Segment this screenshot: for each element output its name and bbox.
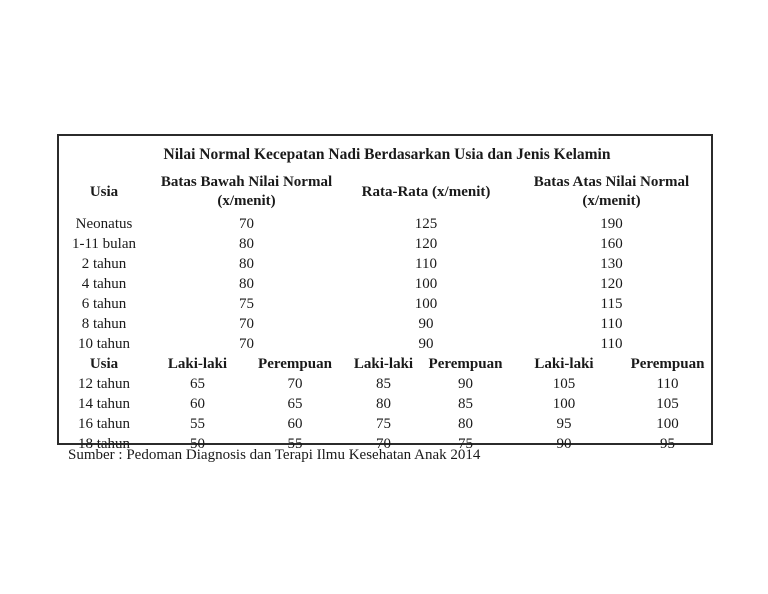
header-perempuan-rata: Perempuan bbox=[428, 355, 503, 372]
cell-bawah-perempuan: 65 bbox=[287, 395, 303, 412]
cell-batas-bawah: 70 bbox=[239, 215, 254, 232]
cell-batas-atas: 160 bbox=[600, 235, 623, 252]
cell-rata-rata: 100 bbox=[414, 295, 438, 312]
cell-atas-perempuan: 100 bbox=[656, 415, 679, 432]
pulse-rate-reference-table: Nilai Normal Kecepatan Nadi Berdasarkan … bbox=[57, 134, 713, 452]
header-batas-atas: Batas Atas Nilai Normal (x/menit) bbox=[508, 170, 715, 214]
cell-rata-rata: 90 bbox=[418, 335, 434, 352]
cell-atas-laki: 95 bbox=[556, 415, 572, 432]
cell-usia: 16 tahun bbox=[77, 415, 131, 432]
cell-batas-bawah: 80 bbox=[239, 255, 254, 272]
cell-usia: 1-11 bulan bbox=[71, 235, 136, 252]
cell-usia: 4 tahun bbox=[81, 275, 127, 292]
header-usia: Usia bbox=[89, 183, 119, 200]
cell-bawah-perempuan: 55 bbox=[287, 435, 303, 452]
cell-atas-perempuan: 105 bbox=[656, 395, 679, 412]
header-rata-rata: Rata-Rata (x/menit) bbox=[361, 183, 491, 200]
cell-rata-rata: 120 bbox=[414, 235, 438, 252]
cell-batas-atas: 190 bbox=[600, 215, 623, 232]
pulse-rate-table: Nilai Normal Kecepatan Nadi Berdasarkan … bbox=[59, 136, 715, 454]
table-row: 4 tahun 80 100 120 bbox=[59, 274, 715, 294]
cell-bawah-laki: 65 bbox=[190, 375, 205, 392]
cell-rata-laki: 85 bbox=[376, 375, 391, 392]
cell-rata-perempuan: 80 bbox=[458, 415, 473, 432]
cell-usia: Neonatus bbox=[75, 215, 133, 232]
cell-usia: 2 tahun bbox=[81, 255, 127, 272]
cell-rata-laki: 75 bbox=[376, 415, 391, 432]
cell-usia: 10 tahun bbox=[77, 335, 131, 352]
cell-usia: 18 tahun bbox=[77, 435, 131, 452]
cell-usia: 12 tahun bbox=[77, 375, 131, 392]
header-batas-atas-line1: Batas Atas Nilai Normal bbox=[533, 174, 690, 191]
cell-batas-bawah: 80 bbox=[239, 235, 254, 252]
header-batas-bawah-line2: (x/menit) bbox=[217, 193, 276, 209]
cell-rata-rata: 125 bbox=[414, 215, 438, 232]
source-note: Sumber : Pedoman Diagnosis dan Terapi Il… bbox=[68, 447, 481, 463]
cell-batas-atas: 110 bbox=[600, 315, 623, 332]
header-perempuan-atas: Perempuan bbox=[630, 355, 705, 372]
cell-rata-perempuan: 90 bbox=[458, 375, 473, 392]
cell-rata-rata: 100 bbox=[414, 275, 438, 292]
table-row: 6 tahun 75 100 115 bbox=[59, 294, 715, 314]
cell-batas-atas: 115 bbox=[600, 295, 623, 312]
cell-bawah-perempuan: 70 bbox=[287, 375, 303, 392]
cell-batas-atas: 120 bbox=[600, 275, 623, 292]
cell-bawah-laki: 60 bbox=[190, 395, 205, 412]
cell-usia: 6 tahun bbox=[81, 295, 127, 312]
header-batas-bawah-line1: Batas Bawah Nilai Normal bbox=[160, 174, 333, 191]
cell-batas-bawah: 70 bbox=[239, 335, 254, 352]
cell-batas-bawah: 75 bbox=[239, 295, 254, 312]
header-usia-gender: Usia bbox=[89, 355, 119, 372]
header-laki-bawah: Laki-laki bbox=[167, 355, 228, 372]
table-title: Nilai Normal Kecepatan Nadi Berdasarkan … bbox=[163, 146, 611, 164]
table-row: 12 tahun 65 70 85 90 105 110 bbox=[59, 374, 715, 394]
cell-rata-perempuan: 85 bbox=[458, 395, 473, 412]
cell-bawah-perempuan: 60 bbox=[287, 415, 303, 432]
table-row: 10 tahun 70 90 110 bbox=[59, 334, 715, 354]
table-row: 2 tahun 80 110 130 bbox=[59, 254, 715, 274]
cell-atas-laki: 105 bbox=[552, 375, 576, 392]
table-row: 16 tahun 55 60 75 80 95 100 bbox=[59, 414, 715, 434]
cell-batas-bawah: 80 bbox=[239, 275, 254, 292]
cell-atas-perempuan: 110 bbox=[656, 375, 679, 392]
header-perempuan-bawah: Perempuan bbox=[258, 355, 332, 372]
cell-bawah-laki: 55 bbox=[190, 415, 205, 432]
cell-rata-rata: 110 bbox=[415, 255, 437, 272]
cell-atas-laki: 100 bbox=[552, 395, 576, 412]
table-row: 1-11 bulan 80 120 160 bbox=[59, 234, 715, 254]
cell-rata-perempuan: 75 bbox=[458, 435, 473, 452]
cell-batas-atas: 130 bbox=[600, 255, 623, 272]
cell-batas-atas: 110 bbox=[600, 335, 623, 352]
cell-usia: 14 tahun bbox=[77, 395, 131, 412]
cell-batas-bawah: 70 bbox=[239, 315, 254, 332]
header-laki-atas: Laki-laki bbox=[534, 355, 594, 372]
cell-usia: 8 tahun bbox=[81, 315, 127, 332]
header-batas-atas-line2: (x/menit) bbox=[582, 193, 641, 209]
cell-rata-rata: 90 bbox=[418, 315, 434, 332]
table-row: 18 tahun 50 55 70 75 90 95 bbox=[59, 434, 715, 454]
table-row: Neonatus 70 125 190 bbox=[59, 214, 715, 234]
cell-atas-perempuan: 95 bbox=[660, 435, 676, 452]
cell-rata-laki: 70 bbox=[376, 435, 391, 452]
header-laki-rata: Laki-laki bbox=[353, 355, 414, 372]
header-batas-bawah: Batas Bawah Nilai Normal (x/menit) bbox=[149, 170, 344, 214]
cell-rata-laki: 80 bbox=[376, 395, 391, 412]
table-row: 14 tahun 60 65 80 85 100 105 bbox=[59, 394, 715, 414]
cell-bawah-laki: 50 bbox=[190, 435, 205, 452]
cell-atas-laki: 90 bbox=[556, 435, 572, 452]
table-row: 8 tahun 70 90 110 bbox=[59, 314, 715, 334]
